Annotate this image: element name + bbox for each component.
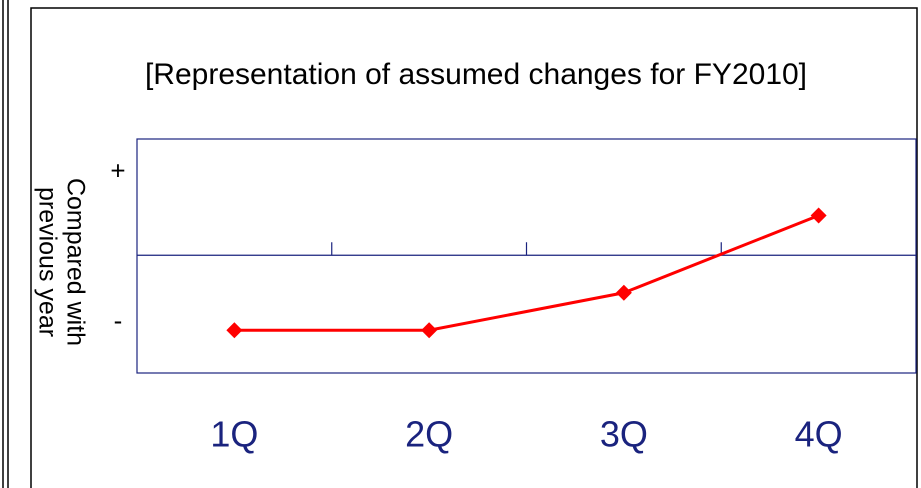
- y-tick-label: -: [114, 306, 123, 336]
- data-line: [234, 214, 820, 332]
- y-axis-title-line: Compared with: [61, 178, 89, 346]
- y-axis-title-line: previous year: [33, 187, 61, 337]
- y-axis-title: Compared with previous year: [33, 178, 89, 346]
- data-point: [615, 284, 632, 301]
- x-tick-label: 3Q: [600, 414, 648, 455]
- plot-area: [136, 138, 917, 374]
- chart-frame: [30, 7, 918, 488]
- x-tick-label: 1Q: [210, 414, 258, 455]
- data-point: [810, 207, 827, 224]
- x-tick-label: 2Q: [405, 414, 453, 455]
- chart-title: [Representation of assumed changes for F…: [145, 58, 807, 91]
- x-tick-label: 4Q: [795, 414, 843, 455]
- y-tick-label: +: [110, 156, 125, 186]
- data-point: [226, 322, 243, 339]
- data-point: [421, 322, 438, 339]
